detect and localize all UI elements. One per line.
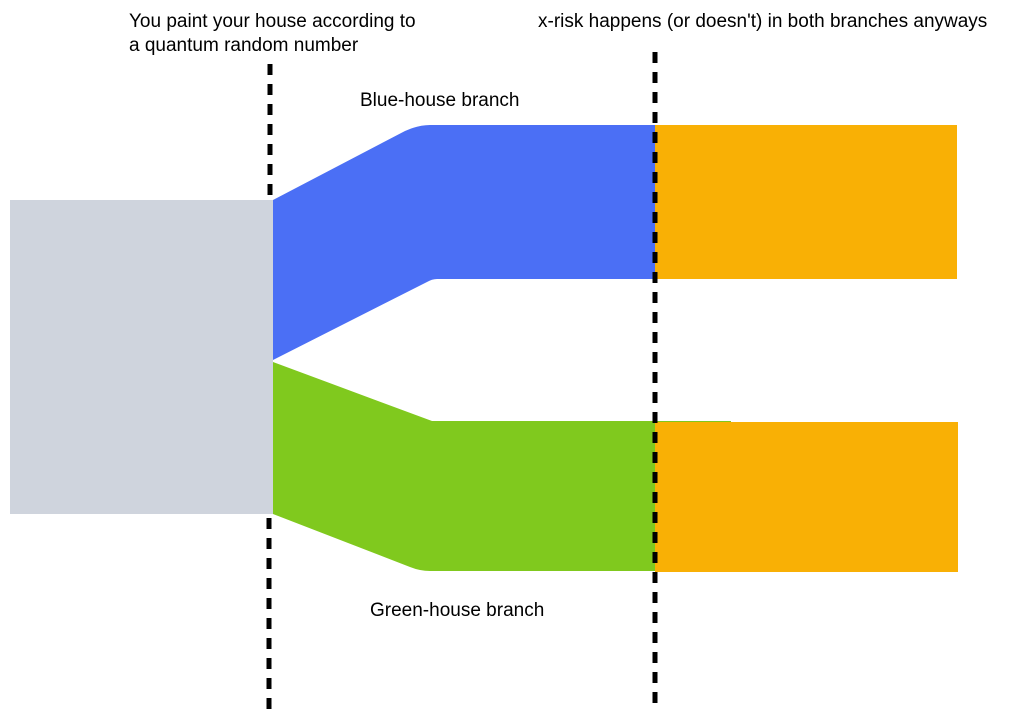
green-branch-label: Green-house branch — [370, 600, 545, 621]
blue-branch-label: Blue-house branch — [360, 90, 520, 111]
branch-event-label-line1: You paint your house according to — [129, 11, 416, 32]
xrisk-event-label: x-risk happens (or doesn't) in both bran… — [538, 11, 988, 32]
origin-block — [10, 200, 273, 514]
branch-event-label-line2: a quantum random number — [129, 35, 359, 56]
blue-branch-band — [273, 125, 722, 360]
xrisk-block-blue — [655, 125, 957, 279]
green-branch-band — [273, 362, 731, 571]
xrisk-block-green — [655, 422, 958, 572]
